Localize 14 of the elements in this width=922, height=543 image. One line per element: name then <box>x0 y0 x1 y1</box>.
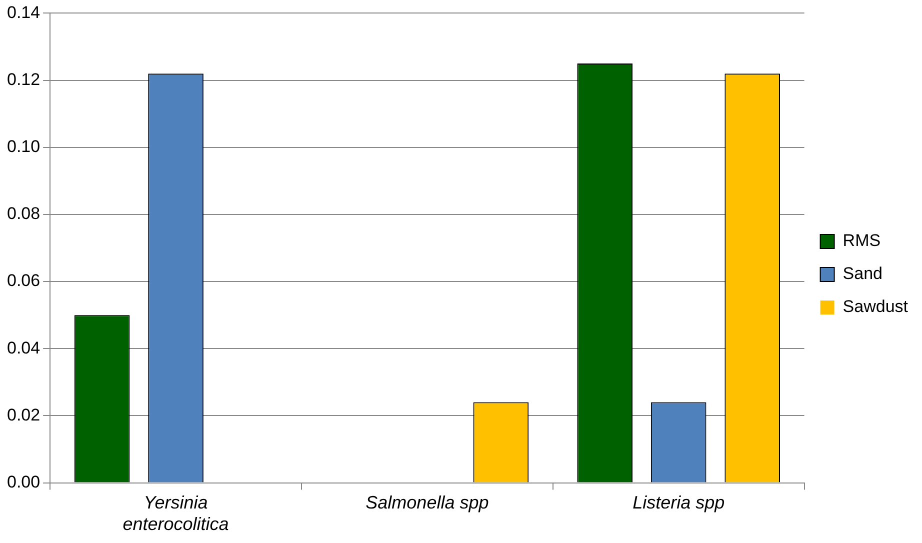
y-tick-label: 0.06 <box>6 271 40 290</box>
legend-label: RMS <box>842 231 881 250</box>
x-tick-label: Listeria spp <box>632 492 725 513</box>
legend-label: Sand <box>842 264 882 284</box>
y-tick-label: 0.02 <box>6 405 40 424</box>
x-tick-label: Yersinia enterocolitica <box>122 492 229 534</box>
y-tick-label: 0.10 <box>6 137 40 156</box>
y-tick-label: 0.00 <box>6 472 40 492</box>
y-tick-label: 0.12 <box>6 70 40 89</box>
legend-label: Sawdust <box>842 297 908 316</box>
y-tick-label: 0.04 <box>6 338 40 358</box>
x-tick-label: Salmonella spp <box>366 492 489 513</box>
y-tick-label: 0.14 <box>6 2 40 22</box>
y-tick-label: 0.08 <box>6 204 40 224</box>
